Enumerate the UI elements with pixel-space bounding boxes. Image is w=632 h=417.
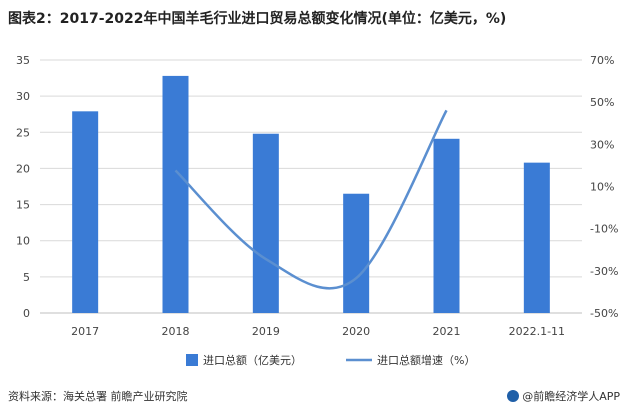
brand-credit: @前瞻经济学人APP: [507, 388, 620, 404]
left-tick-label: 35: [16, 54, 30, 67]
left-tick-label: 25: [16, 126, 30, 139]
legend: 进口总额（亿美元） 进口总额增速（%）: [186, 353, 475, 367]
right-tick-label: 30%: [590, 138, 614, 151]
x-tick-label: 2020: [342, 325, 370, 338]
x-tick-label: 2022.1-11: [509, 325, 565, 338]
right-tick-label: -30%: [590, 265, 618, 278]
legend-line-label: 进口总额增速（%）: [377, 353, 475, 367]
x-tick-label: 2021: [433, 325, 461, 338]
x-axis: 2017 2018 2019 2020 2021 2022.1-11: [71, 325, 565, 338]
left-axis: 0 5 10 15 20 25 30 35: [16, 54, 30, 320]
bar: [252, 133, 279, 313]
chart-title: 图表2：2017-2022年中国羊毛行业进口贸易总额变化情况(单位：亿美元，%): [8, 11, 507, 27]
right-tick-label: 70%: [590, 54, 614, 67]
bar: [72, 111, 99, 313]
right-axis: -50% -30% -10% 10% 30% 50% 70%: [590, 54, 618, 320]
left-tick-label: 30: [16, 90, 30, 103]
right-tick-label: -10%: [590, 223, 618, 236]
growth-line-path: [174, 109, 448, 290]
source-note: 资料来源：海关总署 前瞻产业研究院: [8, 390, 188, 403]
x-tick-label: 2018: [162, 325, 190, 338]
right-tick-label: -50%: [590, 307, 618, 320]
legend-bar-label: 进口总额（亿美元）: [203, 353, 302, 367]
grid: [40, 59, 582, 314]
bar: [523, 162, 550, 313]
left-tick-label: 5: [23, 271, 30, 284]
bar: [343, 193, 370, 313]
left-tick-label: 0: [23, 307, 30, 320]
legend-bar-swatch: [186, 354, 198, 366]
bar: [162, 75, 189, 313]
left-tick-label: 15: [16, 199, 30, 212]
brand-text: @前瞻经济学人APP: [522, 390, 620, 403]
right-tick-label: 10%: [590, 181, 614, 194]
x-tick-label: 2019: [252, 325, 280, 338]
growth-line: [174, 109, 448, 290]
bars: [72, 75, 550, 313]
right-tick-label: 50%: [590, 96, 614, 109]
brand-logo-icon: [507, 390, 520, 402]
x-tick-label: 2017: [71, 325, 99, 338]
left-tick-label: 10: [16, 235, 30, 248]
left-tick-label: 20: [16, 162, 30, 175]
bar: [433, 138, 460, 313]
